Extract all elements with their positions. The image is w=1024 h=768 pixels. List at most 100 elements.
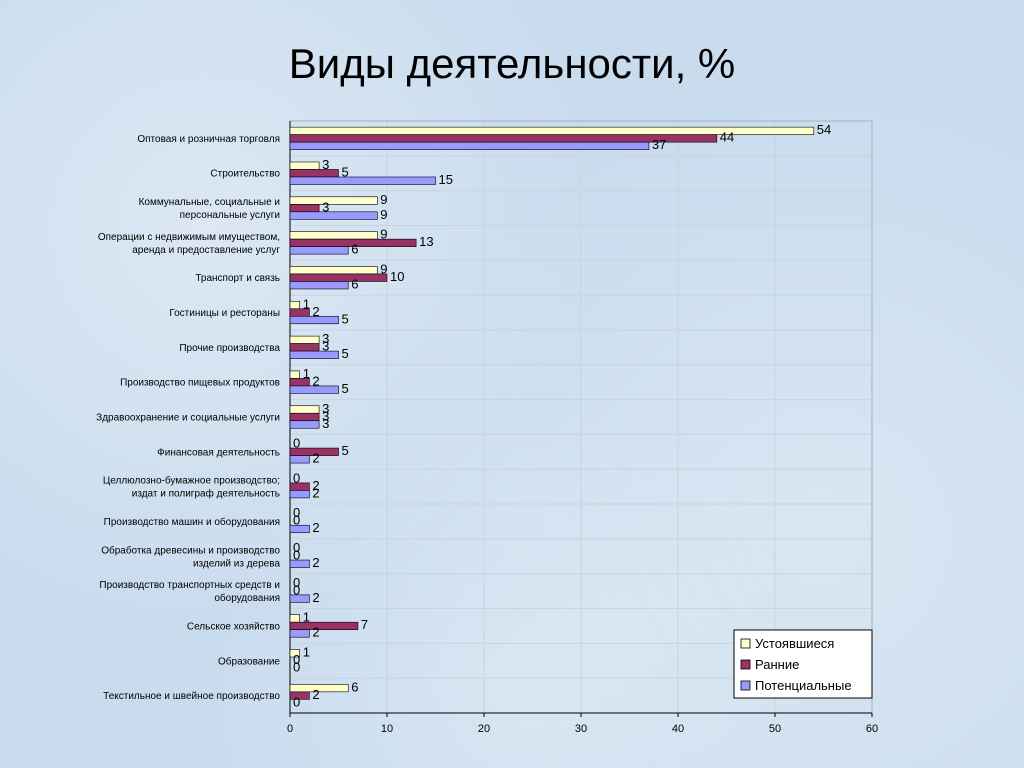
bar: [289, 614, 300, 623]
chart-legend: Устоявшиеся Ранние Потенциальные: [733, 629, 873, 699]
category-label: Образование: [218, 655, 280, 667]
category-label: Производство пищевых продуктов: [120, 378, 280, 389]
chart-gridlines: [289, 120, 873, 714]
category-label: изделий из дерева: [193, 558, 280, 569]
bar: [289, 335, 320, 344]
category-label: Сельское хозяйство: [187, 621, 281, 632]
category-label: Транспорт и связь: [195, 273, 280, 284]
bar: [289, 455, 310, 464]
data-label: 2: [312, 451, 319, 466]
data-label: 9: [380, 261, 387, 276]
legend-swatch: [740, 659, 751, 670]
bar: [289, 231, 378, 240]
x-tick-label: 0: [287, 723, 293, 735]
data-label: 37: [652, 137, 666, 152]
bar: [289, 350, 339, 359]
data-label: 2: [312, 687, 319, 702]
data-label: 6: [351, 242, 358, 257]
data-label: 13: [419, 234, 433, 249]
bar: [289, 524, 310, 534]
category-label: Прочие производства: [179, 343, 280, 354]
data-label: 6: [351, 679, 358, 694]
category-label: Здравоохранение и социальные услуги: [96, 413, 280, 424]
data-label: 1: [303, 296, 310, 311]
data-label: 3: [322, 157, 329, 172]
data-label: 2: [312, 625, 319, 640]
bar: [289, 385, 339, 394]
bar: [289, 447, 339, 456]
bar: [289, 266, 378, 275]
x-tick-label: 60: [866, 723, 878, 735]
bar: [289, 169, 339, 178]
slide-title: Виды деятельности, %: [288, 40, 736, 87]
bar: [289, 649, 300, 658]
data-label: 1: [303, 645, 310, 660]
bar: [289, 490, 310, 499]
category-label: оборудования: [214, 592, 280, 604]
category-labels: Оптовая и розничная торговля Строительств…: [96, 134, 280, 702]
bar: [289, 281, 349, 290]
category-label: Оптовая и розничная торговля: [137, 134, 280, 145]
bar: [289, 405, 320, 414]
category-label: Гостиницы и рестораны: [169, 308, 280, 319]
bar: [289, 176, 436, 185]
data-label: 0: [293, 660, 300, 675]
x-tick-label: 30: [575, 723, 587, 735]
data-label: 2: [312, 478, 319, 493]
chart-bars: [289, 126, 815, 700]
data-label: 2: [312, 590, 319, 605]
category-label: персональные услуги: [180, 210, 280, 221]
category-label: Операции с недвижимым имуществом,: [98, 232, 280, 243]
bar: [289, 126, 815, 135]
bar: [289, 621, 359, 630]
data-label: 1: [303, 366, 310, 381]
data-label: 2: [312, 555, 319, 570]
data-label: 3: [322, 408, 329, 423]
data-label: 44: [720, 130, 734, 145]
category-label: Коммунальные, социальные и: [139, 197, 280, 208]
data-label: 0: [293, 470, 300, 485]
bar: [289, 629, 310, 638]
legend-swatch: [740, 638, 751, 649]
bar: [289, 204, 320, 213]
category-label: аренда и предоставление услуг: [132, 245, 280, 256]
data-label: 0: [293, 540, 300, 555]
x-tick-label: 40: [672, 723, 684, 735]
category-label: Производство транспортных средств и: [99, 580, 280, 591]
data-label: 0: [293, 652, 300, 667]
data-label: 0: [293, 694, 300, 709]
bar: [289, 246, 349, 255]
bar: [289, 412, 320, 422]
data-label: 5: [342, 381, 349, 396]
bar: [289, 211, 378, 220]
x-tick-label: 50: [769, 723, 781, 735]
data-label: 2: [312, 304, 319, 319]
category-label: Обработка древесины и производство: [101, 544, 280, 556]
bar: [289, 196, 378, 205]
data-label: 0: [293, 436, 300, 451]
legend-swatch: [740, 680, 751, 691]
data-label: 3: [322, 339, 329, 354]
data-label: 2: [312, 520, 319, 535]
category-label: Текстильное и швейное производство: [103, 691, 280, 702]
data-label: 2: [312, 373, 319, 388]
data-label: 15: [439, 172, 453, 187]
bar: [289, 315, 339, 325]
data-label: 6: [351, 276, 358, 291]
data-label: 54: [817, 122, 831, 137]
data-label: 7: [361, 617, 368, 632]
data-label: 0: [293, 575, 300, 590]
legend-entry: Потенциальные: [755, 678, 852, 693]
category-label: Финансовая деятельность: [157, 447, 280, 458]
data-label: 5: [342, 164, 349, 179]
data-label: 3: [322, 199, 329, 214]
x-tick-label: 10: [381, 723, 393, 735]
data-label: 0: [293, 582, 300, 597]
data-label: 3: [322, 401, 329, 416]
bar: [289, 559, 310, 568]
bar: [289, 343, 320, 352]
legend-entry: Ранние: [755, 657, 799, 672]
bar: [289, 684, 349, 693]
data-label: 0: [293, 548, 300, 563]
